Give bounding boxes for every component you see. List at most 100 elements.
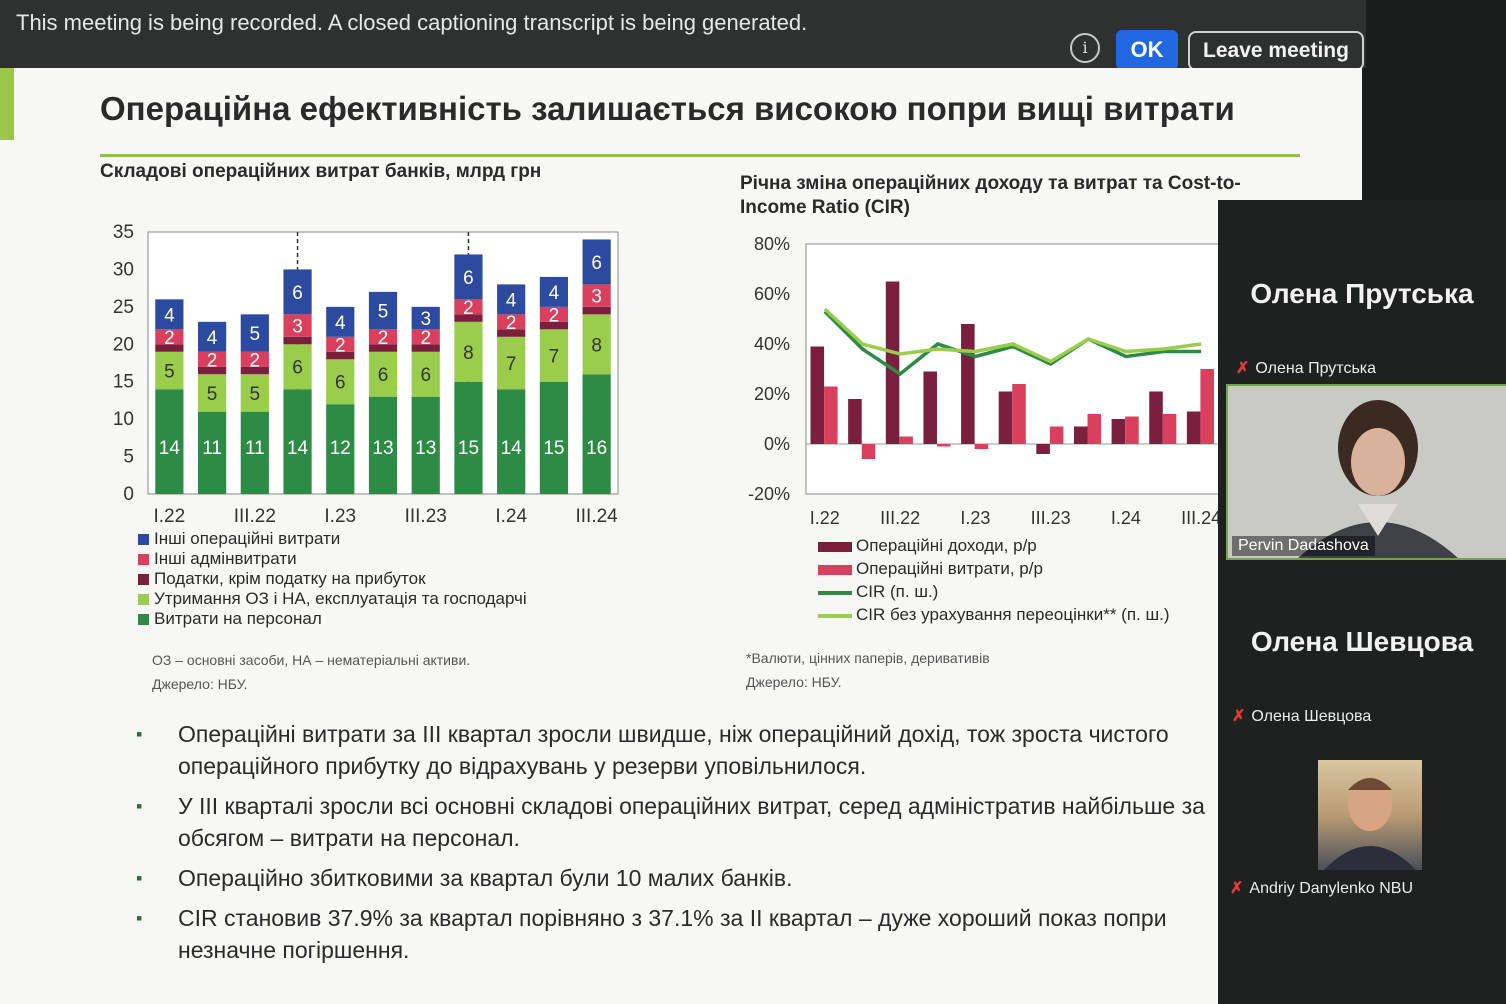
- bar: [1073, 426, 1088, 444]
- bar-segment: [368, 291, 398, 330]
- bar-segment: [240, 314, 269, 352]
- data-label: 2: [463, 298, 474, 319]
- data-label: 7: [549, 347, 560, 368]
- y-tick-label: 35: [113, 222, 134, 243]
- data-label: 11: [245, 438, 265, 459]
- info-icon[interactable]: i: [1070, 33, 1100, 63]
- slide-accent-bar: [0, 68, 14, 140]
- chart1-notes: ОЗ – основні засоби, НА – нематеріальні …: [152, 648, 470, 696]
- bar-segment: [411, 329, 440, 345]
- bar-segment: [326, 351, 355, 360]
- legend-item: Операційні доходи, р/р: [818, 534, 1170, 557]
- data-label: 2: [335, 335, 346, 356]
- bar-segment: [539, 276, 569, 307]
- bar-segment: [197, 351, 227, 367]
- participant-tile-2[interactable]: Олена Шевцова ✗ Олена Шевцова ✗ Andriy Dan…: [1218, 560, 1506, 1004]
- x-tick-label: III.24: [1181, 508, 1221, 528]
- chart2-note-currency: *Валюти, цінних паперів, деривативів: [746, 650, 990, 666]
- bar-segment: [411, 344, 440, 352]
- title-underline: [100, 154, 1300, 157]
- x-tick-label: I.23: [324, 506, 356, 527]
- legend-swatch: [818, 613, 852, 618]
- data-label: 11: [202, 438, 222, 459]
- legend-label: Інші операційні витрати: [154, 529, 341, 548]
- recording-notice: This meeting is being recorded. A closed…: [16, 10, 808, 35]
- bar-segment: [283, 344, 312, 390]
- bar-segment: [283, 389, 312, 494]
- bullet-item: ▪ CIR становив 37.9% за квартал порівняно…: [134, 902, 1224, 966]
- ok-button[interactable]: OK: [1116, 30, 1178, 70]
- chart1-title: Складові операційних витрат банків, млрд…: [100, 161, 542, 182]
- participant-tag: ✗ Олена Шевцова: [1228, 704, 1380, 728]
- data-label: 8: [591, 335, 602, 356]
- bar-segment: [497, 389, 526, 494]
- data-label: 15: [543, 438, 564, 459]
- participant-tag: ✗ Andriy Danylenko NBU: [1226, 876, 1422, 900]
- data-label: 14: [287, 438, 309, 459]
- bar-segment: [539, 321, 569, 330]
- series-line: [823, 307, 1202, 364]
- x-tick-label: I.22: [154, 506, 186, 527]
- legend-label: Операційні витрати, р/р: [856, 559, 1043, 578]
- bar-segment: [582, 284, 611, 307]
- bullet-text: У ІІІ кварталі зросли всі основні складо…: [178, 793, 1205, 851]
- participant-tag-label: Олена Прутська: [1255, 360, 1377, 377]
- data-label: 4: [164, 305, 175, 326]
- x-tick-label: I.24: [495, 506, 527, 527]
- stacked-bar-chart: 0510152025303514524115241152514636126241…: [113, 222, 619, 527]
- participants-panel: Олена Прутська ✗ Олена Прутська Pervin Da…: [1218, 200, 1506, 1004]
- participant-name: Олена Прутська: [1250, 278, 1474, 309]
- legend-swatch: [138, 554, 149, 566]
- bar-segment: [539, 381, 569, 494]
- data-label: 5: [164, 361, 175, 382]
- bar-segment: [155, 329, 184, 345]
- bar: [923, 371, 937, 444]
- chart2-title: Річна зміна операційних доходу та витрат…: [740, 173, 1241, 218]
- data-label: 5: [250, 324, 261, 345]
- slide-bullets: ▪ Операційні витрати за ІІІ квартал зросл…: [134, 718, 1224, 974]
- participant-tile-1[interactable]: Олена Прутська ✗ Олена Прутська Pervin Da…: [1218, 200, 1506, 560]
- y-tick-label: 20%: [754, 384, 790, 404]
- data-label: 3: [591, 287, 602, 308]
- bar-segment: [240, 411, 269, 494]
- legend-swatch: [818, 564, 852, 575]
- legend-label: Утримання ОЗ і НА, експлуатація та госпо…: [154, 589, 527, 608]
- data-label: 6: [378, 365, 389, 386]
- legend-swatch: [138, 534, 149, 546]
- thumbnail-frame: [1324, 777, 1416, 870]
- bar-segment: [240, 351, 269, 367]
- data-label: 4: [506, 290, 517, 311]
- bullet-icon: ▪: [136, 908, 143, 928]
- bullet-item: ▪ У ІІІ кварталі зросли всі основні склад…: [134, 790, 1224, 854]
- bar-segment: [411, 396, 440, 494]
- data-label: 15: [458, 438, 479, 459]
- participant-thumbnail: [1318, 760, 1422, 870]
- data-label: 4: [335, 313, 346, 334]
- bar: [936, 444, 951, 447]
- data-label: 3: [292, 317, 303, 338]
- bar: [1162, 414, 1177, 444]
- bar: [824, 386, 838, 444]
- bullet-item: ▪ Операційно збитковими за квартал були 1…: [134, 862, 1224, 894]
- data-label: 2: [378, 328, 389, 349]
- legend-item: CIR (п. ш.): [818, 580, 1170, 603]
- y-tick-label: -20%: [748, 484, 790, 504]
- leave-meeting-button[interactable]: Leave meeting: [1188, 31, 1364, 71]
- bar: [1200, 369, 1214, 444]
- data-label: 6: [335, 373, 346, 394]
- legend-swatch: [818, 541, 852, 552]
- data-label: 6: [292, 358, 303, 379]
- bar: [899, 436, 913, 444]
- bar-segment: [326, 306, 355, 337]
- y-tick-label: 30: [113, 259, 134, 280]
- legend-swatch: [138, 614, 149, 626]
- y-tick-label: 40%: [754, 334, 790, 354]
- bar-segment: [411, 351, 440, 397]
- bar: [961, 324, 975, 444]
- bar-segment: [454, 314, 483, 322]
- bar-segment: [240, 366, 269, 375]
- bar: [1125, 416, 1139, 444]
- bar: [848, 399, 862, 444]
- bar: [1149, 391, 1163, 444]
- speaker-video-frame: [1228, 386, 1506, 558]
